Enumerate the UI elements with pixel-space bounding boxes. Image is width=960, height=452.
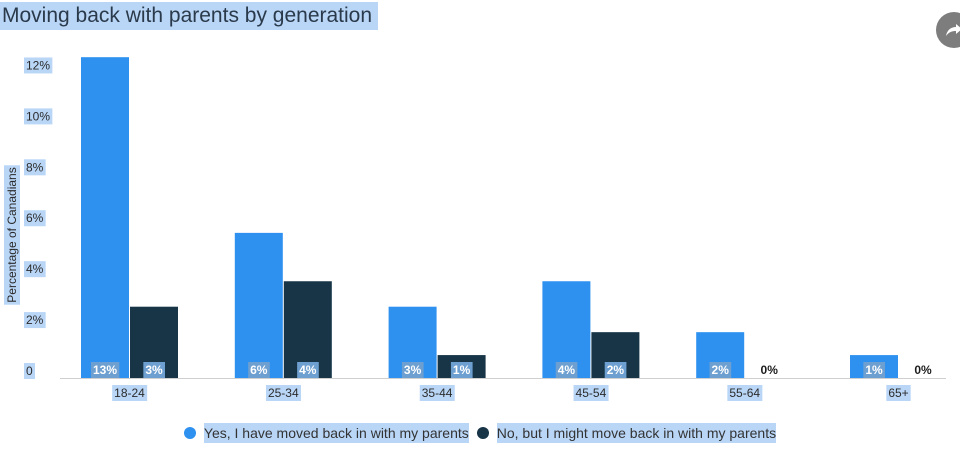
data-label-group: 4%: [555, 362, 578, 378]
x-tick-label-group: 25-34: [265, 385, 301, 401]
data-label: 0%: [761, 363, 779, 377]
y-tick-label-highlight: [24, 57, 53, 74]
x-tick-label-group: 55-64: [727, 385, 763, 401]
data-label-group: 0%: [761, 363, 779, 377]
y-tick-label: 10%: [26, 109, 50, 123]
legend: Yes, I have moved back in with my parent…: [0, 422, 960, 444]
bar-no-25-34: [283, 281, 332, 378]
x-tick-label-group: 65+: [886, 385, 911, 401]
data-label-highlight: [450, 362, 473, 378]
data-label: 1%: [865, 363, 883, 377]
y-tick-label: 6%: [26, 211, 44, 225]
data-label: 3%: [404, 363, 422, 377]
x-tick-label: 45-54: [576, 386, 607, 400]
y-tick-label-group: 10%: [24, 108, 53, 125]
share-icon: [946, 24, 960, 36]
data-label: 0%: [914, 363, 932, 377]
data-label-group: 1%: [863, 362, 886, 378]
x-tick-label-highlight: [419, 385, 455, 401]
data-label: 4%: [558, 363, 576, 377]
data-label-highlight: [863, 362, 886, 378]
y-tick-label-highlight: [24, 108, 53, 125]
share-button[interactable]: [936, 12, 960, 48]
data-label: 2%: [607, 363, 625, 377]
data-label-highlight: [555, 362, 578, 378]
y-tick-label-highlight: [24, 210, 46, 227]
y-tick-label-group: 8%: [24, 159, 46, 176]
data-label: 6%: [250, 363, 268, 377]
data-label-group: 6%: [248, 362, 270, 378]
y-tick-label-highlight: [24, 363, 35, 379]
data-label-highlight: [709, 362, 732, 378]
data-label-highlight: [604, 362, 627, 378]
x-tick-label-highlight: [886, 385, 911, 401]
y-tick-label-group: 0: [24, 363, 35, 379]
y-tick-label-group: 2%: [24, 312, 46, 329]
x-tick-label-group: 18-24: [112, 385, 148, 401]
bar-yes-25-34: [234, 232, 283, 378]
data-label-group: 3%: [401, 362, 424, 378]
x-tick-label: 55-64: [729, 386, 760, 400]
data-label-group: 0%: [914, 363, 932, 377]
y-tick-label-highlight: [24, 261, 46, 278]
data-label-highlight: [401, 362, 424, 378]
x-tick-label-highlight: [265, 385, 301, 401]
y-axis-title: Percentage of Canadians: [5, 167, 19, 302]
x-tick-label-highlight: [112, 385, 148, 401]
y-tick-label-highlight: [24, 312, 46, 329]
data-label-group: 13%: [90, 362, 120, 378]
y-tick-label: 0: [26, 364, 33, 378]
x-tick-label: 35-44: [422, 386, 453, 400]
x-tick-label-group: 35-44: [419, 385, 455, 401]
y-tick-label-group: 6%: [24, 210, 46, 227]
y-tick-label: 4%: [26, 262, 44, 276]
data-label-group: 2%: [709, 362, 732, 378]
data-label: 2%: [712, 363, 730, 377]
x-tick-label-highlight: [573, 385, 609, 401]
data-label-group: 4%: [297, 362, 319, 378]
y-tick-label-group: 4%: [24, 261, 46, 278]
data-label-group: 3%: [143, 362, 166, 378]
y-tick-label-highlight: [24, 159, 46, 176]
data-label-highlight: [143, 362, 166, 378]
legend-dot-no: [476, 427, 489, 439]
legend-label-no: No, but I might move back in with my par…: [496, 423, 777, 443]
data-label: 13%: [93, 363, 117, 377]
chart-plot: 0 2% 4% 6% 8% 10% 12% Percentage of Canadians 18…: [4, 57, 946, 401]
x-tick-label: 18-24: [114, 386, 145, 400]
y-tick-label: 2%: [26, 313, 44, 327]
bar-yes-18-24: [81, 57, 129, 378]
x-tick-label: 65+: [888, 386, 908, 400]
legend-item-no[interactable]: No, but I might move back in with my par…: [476, 423, 777, 443]
y-tick-label-group: 12%: [24, 57, 53, 74]
data-label-highlight: [248, 362, 270, 378]
x-tick-label: 25-34: [268, 386, 299, 400]
chart-title: Moving back with parents by generation: [0, 2, 379, 30]
legend-label-yes: Yes, I have moved back in with my parent…: [203, 423, 469, 443]
legend-dot-yes: [183, 427, 196, 439]
data-label-highlight: [297, 362, 319, 378]
data-label-group: 2%: [604, 362, 627, 378]
data-label-highlight: [90, 362, 120, 378]
data-label: 1%: [453, 363, 471, 377]
bar-yes-45-54: [542, 281, 591, 378]
x-tick-label-group: 45-54: [573, 385, 609, 401]
y-tick-label: 12%: [26, 58, 50, 72]
legend-item-yes[interactable]: Yes, I have moved back in with my parent…: [183, 423, 469, 443]
x-tick-label-highlight: [727, 385, 763, 401]
data-label-group: 1%: [450, 362, 473, 378]
y-axis-title-highlight: [4, 165, 20, 305]
y-tick-label: 8%: [26, 160, 44, 174]
data-label: 3%: [145, 363, 163, 377]
data-label: 4%: [299, 363, 317, 377]
